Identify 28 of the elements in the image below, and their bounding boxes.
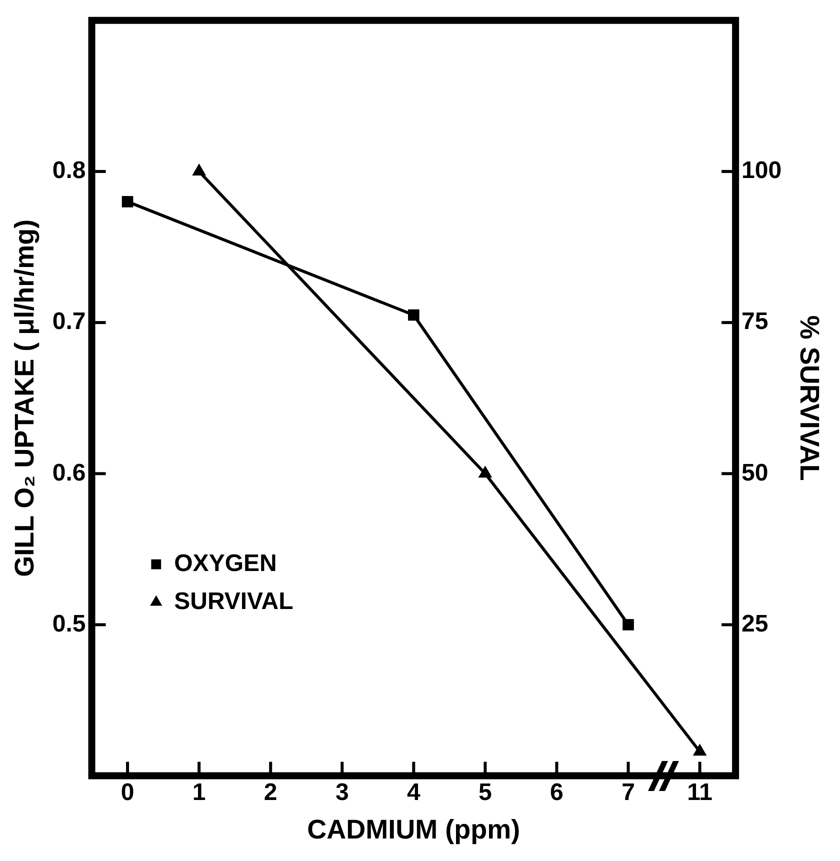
y-tick-label: 0.6 xyxy=(52,459,86,486)
x-tick-label: 4 xyxy=(406,778,421,806)
x-tick-label: 6 xyxy=(550,778,564,806)
point xyxy=(478,466,492,478)
point xyxy=(408,309,420,321)
x-tick-label: 3 xyxy=(335,778,349,806)
y-tick-label: 0.5 xyxy=(52,610,86,638)
y-axis-title: GILL O₂ UPTAKE ( μl/hr/mg) xyxy=(10,219,40,577)
point xyxy=(692,744,707,756)
x-tick-label: 5 xyxy=(478,778,492,806)
x-tick-label: 1 xyxy=(192,778,206,806)
x-axis-title: CADMIUM (ppm) xyxy=(307,814,520,844)
point xyxy=(192,163,206,176)
y2-axis-title: % SURVIVAL xyxy=(794,315,824,481)
x-tick-label: 7 xyxy=(622,778,635,806)
point xyxy=(122,196,134,208)
x-tick-label: 2 xyxy=(264,778,278,806)
x-tick-label: 0 xyxy=(120,778,134,806)
y2-tick-label: 50 xyxy=(742,459,768,486)
y-tick-label: 0.7 xyxy=(52,308,86,336)
y2-tick-label: 25 xyxy=(742,610,768,638)
legend-label: OXYGEN xyxy=(174,550,277,577)
y2-tick-label: 75 xyxy=(742,308,768,336)
x-tick-label: 11 xyxy=(687,778,712,806)
y-tick-label: 0.8 xyxy=(52,157,86,184)
legend-label: SURVIVAL xyxy=(174,588,294,615)
y2-tick-label: 100 xyxy=(742,157,782,184)
point xyxy=(622,619,634,630)
